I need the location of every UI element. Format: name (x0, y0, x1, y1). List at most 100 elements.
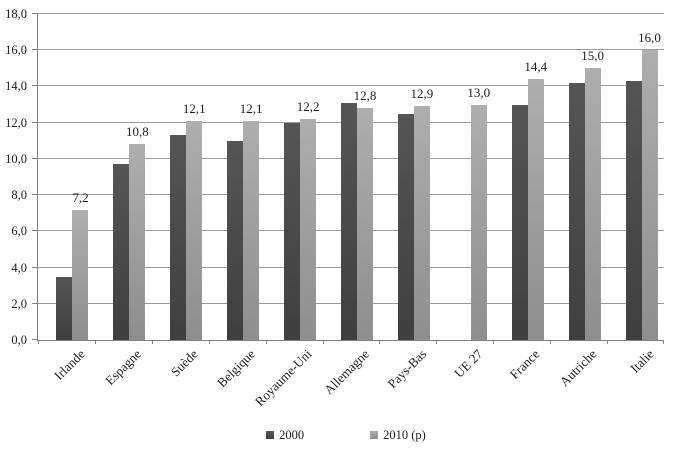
bar-value-label: 12,1 (239, 100, 263, 116)
y-tick-mark (32, 157, 38, 159)
bar-pair (511, 79, 544, 340)
bar-pair (455, 104, 487, 340)
y-tick-mark (32, 339, 38, 340)
bar-2010-p (243, 120, 260, 340)
gridline (38, 49, 664, 51)
gridline (38, 85, 664, 87)
bar-value-label: 16,0 (638, 30, 661, 46)
legend-item: 2010 (p) (370, 428, 426, 442)
bar-value-label: 12,9 (410, 86, 434, 102)
bar-slot: 16,0 Italie (607, 14, 664, 376)
bar-value-label: 10,8 (125, 124, 149, 140)
bar-slot: 7,2 Irlande (38, 14, 95, 383)
bar-2000 (340, 102, 357, 340)
bar-2010-p (186, 120, 203, 340)
bar-2000 (511, 104, 528, 340)
x-tick-mark (607, 340, 609, 344)
bar-value-label: 12,2 (296, 99, 320, 115)
bar-value-label: 12,8 (353, 88, 377, 104)
bar-2010-p (584, 68, 601, 340)
y-tick-mark (32, 230, 38, 232)
bar-2010-p (641, 50, 658, 340)
x-category-label: Espagne (102, 346, 145, 389)
legend-item: 2000 (266, 428, 304, 442)
bar-2000 (568, 82, 585, 340)
x-tick-mark (151, 340, 153, 344)
bar-pair (56, 209, 89, 340)
bar-2010-p (470, 104, 487, 340)
bar-value-label: 13,0 (467, 84, 491, 100)
bar-2010-p (300, 119, 317, 340)
x-category-label: Royaume-Uni (252, 346, 315, 409)
x-tick-mark (265, 340, 267, 344)
x-category-label: Pays-Bas (383, 346, 429, 392)
bar-pair (113, 144, 146, 340)
y-tick-mark (32, 194, 38, 196)
bar-2000 (56, 276, 73, 340)
bar-slot: 12,1 Belgique (209, 14, 266, 390)
bar-pair (340, 102, 373, 340)
y-tick-label: 14,0 (5, 79, 27, 94)
y-tick-mark (32, 302, 38, 304)
y-tick-label: 16,0 (5, 43, 27, 58)
y-tick-label: 2,0 (11, 296, 27, 311)
x-tick-mark (208, 340, 210, 344)
x-tick-mark (436, 340, 438, 344)
y-tick-label: 18,0 (5, 7, 27, 21)
y-tick-label: 8,0 (11, 188, 27, 203)
y-tick-mark (32, 85, 38, 87)
bar-pair (625, 50, 658, 340)
bar-2010-p (129, 144, 146, 340)
bar-2000 (113, 164, 130, 340)
x-category-label: Belgique (214, 346, 259, 391)
x-tick-mark (663, 340, 664, 344)
bar-2000 (284, 122, 301, 340)
x-tick-mark (550, 340, 552, 344)
bar-pair (227, 120, 260, 340)
y-tick-mark (32, 266, 38, 268)
legend-label: 2000 (279, 428, 305, 442)
legend-swatch-2010-p (370, 431, 379, 439)
x-category-label: France (506, 346, 543, 382)
gridline (38, 13, 664, 14)
y-tick-label: 6,0 (11, 224, 27, 239)
bar-value-label: 12,1 (182, 100, 206, 116)
bar-slot: 12,8 Allemagne (321, 14, 380, 397)
x-category-label: Irlande (50, 346, 88, 383)
y-tick-label: 10,0 (5, 151, 27, 166)
x-tick-mark (493, 340, 495, 344)
bar-2000 (170, 135, 187, 340)
bar-value-label: 14,4 (524, 59, 548, 75)
y-tick-mark (32, 121, 38, 123)
bar-slot: 12,1 Suède (152, 14, 209, 380)
bar-pair (568, 68, 601, 340)
bar-2010-p (413, 106, 430, 340)
bar-slot: 15,0 Autriche (550, 14, 607, 389)
legend-label: 2010 (p) (383, 428, 426, 442)
y-tick-label: 4,0 (11, 260, 27, 275)
bar-slot: 14,4 France (493, 14, 550, 382)
bar-slot: 12,9 Pays-Bas (379, 14, 436, 391)
x-tick-mark (379, 340, 381, 344)
y-tick-mark (32, 13, 38, 14)
bar-value-label: 15,0 (581, 48, 604, 64)
x-category-label: Italie (626, 346, 657, 376)
x-category-label: Autriche (556, 346, 600, 390)
bar-slot: 10,8 Espagne (95, 14, 152, 388)
bar-pair (397, 106, 430, 340)
bar-pair (170, 120, 203, 340)
legend-swatch-2000 (266, 431, 275, 439)
bar-pair (284, 119, 317, 340)
x-tick-mark (94, 340, 96, 344)
y-axis: 18,0 16,0 14,0 12,0 10,0 8,0 6,0 4,0 2,0 0,0 (0, 7, 31, 347)
bar-2010-p (527, 79, 544, 340)
y-tick-label: 0,0 (11, 333, 27, 347)
x-axis: 7,2 Irlande 10,8 Espagne 12,1 Suède 12,1 Belgiq… (38, 14, 664, 409)
x-tick-mark (38, 340, 39, 344)
bar-slot: 13,0 UE 27 (436, 14, 493, 381)
bar-2000 (227, 140, 244, 340)
bar-value-label: 7,2 (72, 189, 89, 205)
bar-2010-p (356, 108, 373, 340)
plot-area: 7,2 Irlande 10,8 Espagne 12,1 Suède 12,1 Belgiq… (32, 13, 664, 409)
